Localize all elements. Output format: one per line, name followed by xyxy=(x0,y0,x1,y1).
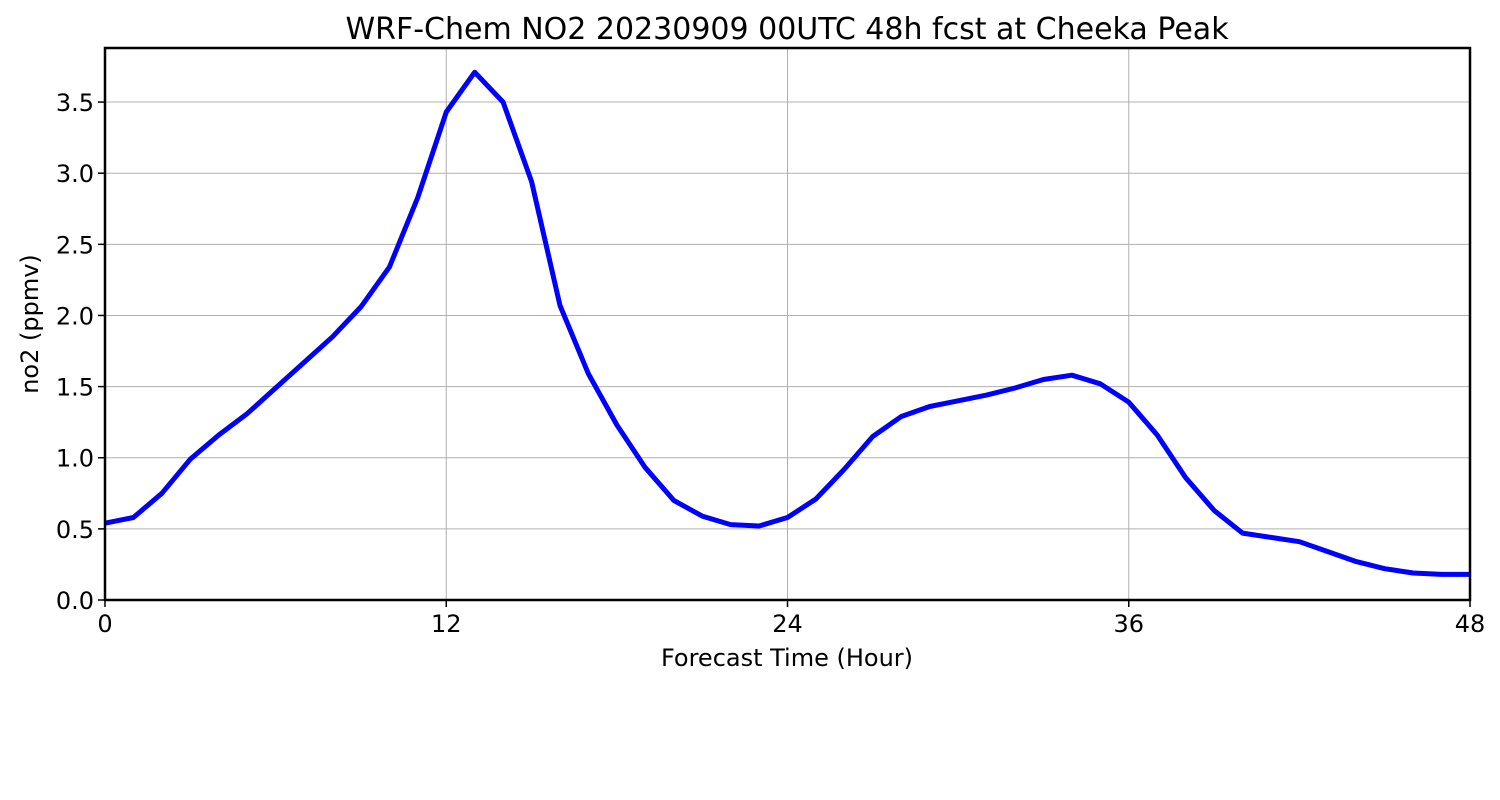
data-point xyxy=(359,305,363,309)
data-point xyxy=(1326,550,1330,553)
y-tick-label: 1.5 xyxy=(56,374,94,402)
chart-title: WRF-Chem NO2 20230909 00UTC 48h fcst at … xyxy=(345,12,1229,47)
data-point xyxy=(644,466,647,469)
y-tick-label: 2.5 xyxy=(56,231,94,259)
data-point xyxy=(1383,567,1386,570)
series-layer xyxy=(103,69,1472,577)
x-tick-label: 12 xyxy=(431,610,462,638)
y-tick-label: 0.5 xyxy=(56,516,94,544)
data-point xyxy=(757,524,761,528)
data-point xyxy=(814,497,818,501)
data-point xyxy=(132,516,135,519)
data-point xyxy=(331,335,334,338)
data-point xyxy=(217,433,220,437)
data-point xyxy=(1013,386,1017,390)
data-point xyxy=(843,467,846,471)
y-tick-label: 1.0 xyxy=(56,445,94,473)
data-point xyxy=(530,180,533,183)
data-point xyxy=(1241,531,1244,535)
data-point xyxy=(445,110,448,114)
data-point xyxy=(1156,433,1159,437)
data-point xyxy=(1042,378,1045,381)
data-point xyxy=(246,412,249,415)
data-point xyxy=(871,435,874,438)
data-point xyxy=(1099,382,1102,385)
data-point xyxy=(160,492,164,495)
data-point xyxy=(558,304,562,307)
data-point xyxy=(985,393,988,397)
data-point xyxy=(189,458,192,461)
data-point xyxy=(615,423,619,427)
data-point xyxy=(956,399,960,402)
x-tick-label: 0 xyxy=(97,610,112,638)
data-point xyxy=(701,514,704,518)
data-point xyxy=(1184,476,1187,479)
data-point xyxy=(501,100,505,104)
y-tick-label: 2.0 xyxy=(56,302,94,330)
data-point xyxy=(388,265,391,269)
axis-ticks: 0 12 24 36 48 0.0 0.5 1.0 1.5 2.0 2.5 3.0 3.5 xyxy=(56,89,1485,638)
data-point xyxy=(1269,536,1273,539)
data-point xyxy=(1127,401,1131,404)
x-tick-label: 24 xyxy=(772,610,803,638)
y-tick-label: 3.0 xyxy=(56,160,94,188)
data-point xyxy=(1298,540,1301,543)
data-point xyxy=(302,361,306,364)
data-point xyxy=(672,499,675,502)
data-point xyxy=(1355,560,1358,563)
data-point xyxy=(587,372,590,375)
y-tick-label: 3.5 xyxy=(56,89,94,117)
data-point xyxy=(1411,571,1415,575)
data-point xyxy=(1070,374,1074,377)
data-point xyxy=(729,523,732,526)
y-axis-label: no2 (ppmv) xyxy=(16,254,44,394)
y-tick-label: 0.0 xyxy=(56,587,94,615)
data-point xyxy=(1212,509,1216,512)
data-point xyxy=(473,71,476,74)
data-point xyxy=(900,415,903,418)
data-point xyxy=(1440,573,1443,576)
x-axis-label: Forecast Time (Hour) xyxy=(661,644,913,672)
data-point xyxy=(416,196,419,199)
data-point xyxy=(928,405,931,408)
x-tick-label: 48 xyxy=(1455,610,1486,638)
data-point xyxy=(274,386,277,390)
x-tick-label: 36 xyxy=(1113,610,1144,638)
data-point xyxy=(786,516,789,519)
